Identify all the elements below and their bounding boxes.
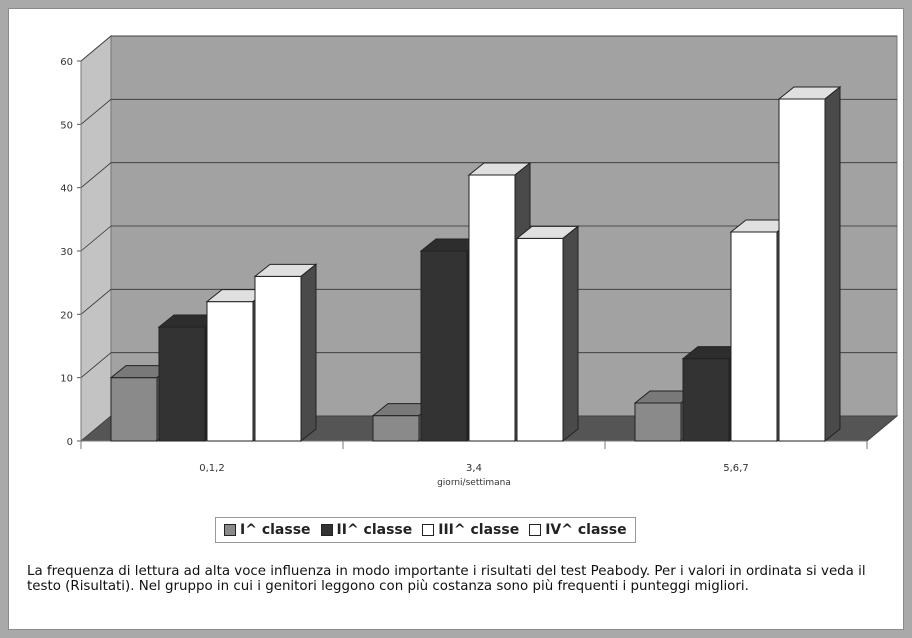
gridline — [80, 225, 897, 252]
bar-side — [562, 225, 579, 443]
gridline — [80, 352, 897, 378]
bar-front — [110, 377, 158, 442]
legend-item: I^ classe — [224, 522, 311, 538]
legend-swatch — [422, 524, 435, 536]
bar-front — [420, 250, 468, 442]
x-tick-label: 3,4 — [466, 463, 482, 474]
legend-swatch — [320, 524, 333, 536]
bar-front — [778, 98, 826, 442]
bar-chart: 0 10 20 30 40 50 60 0,1,2 3,4 5,6,7 giorni/settima… — [60, 34, 899, 488]
y-tick-label: 30 — [60, 247, 73, 258]
y-tick-label: 40 — [60, 184, 73, 195]
bar-front — [516, 237, 564, 442]
bar-front — [730, 231, 778, 442]
bar-front — [634, 402, 682, 442]
legend-item: III^ classe — [422, 522, 519, 538]
x-tick-label: 0,1,2 — [199, 463, 224, 474]
legend-swatch — [224, 524, 236, 536]
legend-item: II^ classe — [320, 522, 413, 538]
chart-legend: I^ classe II^ classe III^ classe IV^ classe — [215, 517, 636, 543]
bar-front — [206, 301, 254, 442]
x-axis-label: giorni/settimana — [437, 478, 511, 488]
bar-front — [468, 174, 516, 442]
legend-label: I^ classe — [240, 522, 311, 538]
legend-label: IV^ classe — [545, 522, 627, 538]
bar-0-1-2-series-4 — [253, 263, 318, 443]
gridline — [80, 35, 897, 62]
legend-label: III^ classe — [438, 522, 520, 538]
y-tick-label: 60 — [60, 57, 73, 68]
y-tick-label: 50 — [60, 120, 73, 131]
y-tick-label: 0 — [67, 437, 73, 448]
bar-side — [824, 85, 841, 443]
figure-caption: La frequenza di lettura ad alta voce inf… — [27, 564, 866, 594]
bar-front — [254, 275, 302, 442]
legend-swatch — [529, 524, 542, 536]
legend-label: II^ classe — [336, 522, 413, 538]
gridline — [80, 98, 897, 125]
bar-3-4-series-1 — [371, 402, 436, 443]
y-tick-label: 20 — [60, 310, 73, 321]
bar-front — [682, 358, 730, 442]
gridline — [80, 288, 897, 315]
bar-front — [158, 326, 206, 442]
bar-side — [300, 263, 317, 443]
bar-5-6-7-series-4 — [777, 85, 842, 443]
bar-front — [372, 415, 420, 442]
gridline — [80, 162, 897, 188]
y-tick-label: 10 — [60, 374, 73, 385]
legend-item: IV^ classe — [529, 522, 627, 538]
figure-frame: 0 10 20 30 40 50 60 0,1,2 3,4 5,6,7 giorni/settima… — [8, 8, 904, 630]
bar-3-4-series-4 — [515, 225, 580, 443]
x-tick-label: 5,6,7 — [723, 463, 748, 474]
